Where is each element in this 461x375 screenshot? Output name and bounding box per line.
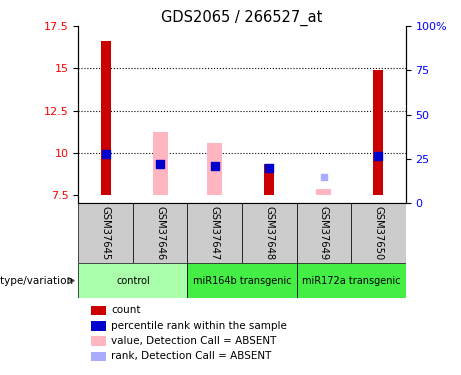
Text: GSM37647: GSM37647 [210, 206, 220, 261]
Bar [91, 321, 106, 331]
Text: percentile rank within the sample: percentile rank within the sample [111, 321, 287, 331]
Bar [133, 203, 188, 263]
Bar [188, 203, 242, 263]
Bar [153, 132, 168, 195]
Text: rank, Detection Call = ABSENT: rank, Detection Call = ABSENT [111, 351, 272, 361]
Bar [296, 203, 351, 263]
Text: GSM37649: GSM37649 [319, 206, 329, 261]
Text: GSM37645: GSM37645 [100, 206, 111, 261]
Title: GDS2065 / 266527_at: GDS2065 / 266527_at [161, 10, 323, 26]
Text: count: count [111, 306, 141, 315]
Bar [101, 41, 111, 195]
Point [211, 163, 219, 169]
Bar [188, 263, 296, 298]
Text: GSM37646: GSM37646 [155, 206, 165, 261]
Bar [351, 203, 406, 263]
Bar [91, 336, 106, 346]
Point [157, 161, 164, 167]
Point [375, 153, 382, 159]
Point [102, 152, 109, 157]
Bar [91, 351, 106, 361]
Bar [265, 164, 274, 195]
Point [266, 165, 273, 171]
Bar [78, 263, 188, 298]
Text: control: control [116, 276, 150, 286]
Text: GSM37648: GSM37648 [264, 206, 274, 260]
Text: value, Detection Call = ABSENT: value, Detection Call = ABSENT [111, 336, 277, 346]
Bar [242, 203, 296, 263]
Bar [316, 189, 331, 195]
Bar [207, 142, 222, 195]
Text: GSM37650: GSM37650 [373, 206, 384, 261]
Bar [91, 306, 106, 315]
Point [320, 174, 327, 180]
Bar [296, 263, 406, 298]
Bar [78, 203, 133, 263]
Text: miR172a transgenic: miR172a transgenic [302, 276, 401, 286]
Text: genotype/variation: genotype/variation [0, 276, 74, 286]
Bar [373, 70, 383, 195]
Text: miR164b transgenic: miR164b transgenic [193, 276, 291, 286]
